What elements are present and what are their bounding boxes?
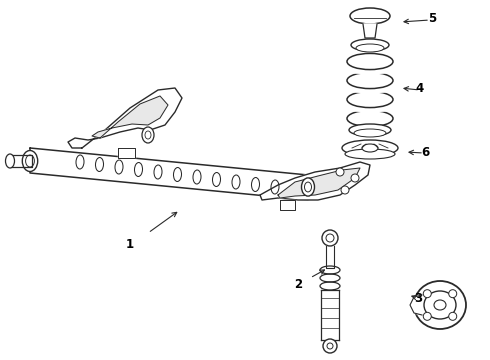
Ellipse shape [96,158,103,171]
Ellipse shape [301,178,315,196]
Circle shape [449,290,457,298]
Circle shape [423,290,431,298]
Circle shape [449,312,457,320]
Ellipse shape [349,124,391,136]
Ellipse shape [142,127,154,143]
Polygon shape [321,290,339,340]
Polygon shape [410,295,422,315]
Polygon shape [68,88,182,148]
Polygon shape [260,162,370,200]
Ellipse shape [76,155,84,169]
Ellipse shape [232,175,240,189]
Ellipse shape [115,160,123,174]
Circle shape [326,234,334,242]
Ellipse shape [356,44,384,52]
Text: 6: 6 [421,147,429,159]
Ellipse shape [345,149,395,159]
Circle shape [423,312,431,320]
Ellipse shape [351,39,389,51]
Ellipse shape [346,106,394,112]
Ellipse shape [346,68,394,74]
Text: 2: 2 [294,278,302,291]
Polygon shape [326,246,334,268]
Ellipse shape [346,87,394,93]
Ellipse shape [342,140,398,156]
Ellipse shape [271,180,279,194]
Ellipse shape [362,144,378,152]
Ellipse shape [173,167,181,181]
Circle shape [327,343,333,349]
Polygon shape [363,24,377,38]
Ellipse shape [424,291,456,319]
Circle shape [322,230,338,246]
Polygon shape [10,155,32,167]
Ellipse shape [434,300,446,310]
Text: 4: 4 [416,81,424,94]
Circle shape [323,339,337,353]
Polygon shape [280,200,295,210]
Ellipse shape [350,8,390,24]
Ellipse shape [354,129,386,137]
Ellipse shape [154,165,162,179]
Ellipse shape [134,162,143,176]
Text: 5: 5 [428,12,436,24]
Ellipse shape [145,131,151,139]
Polygon shape [92,96,168,138]
Text: 1: 1 [126,238,134,252]
Polygon shape [118,148,135,158]
Ellipse shape [25,155,34,167]
Circle shape [341,186,349,194]
Polygon shape [30,148,308,200]
Ellipse shape [193,170,201,184]
Ellipse shape [23,150,38,171]
Ellipse shape [304,182,312,192]
Circle shape [336,168,344,176]
Ellipse shape [414,281,466,329]
Ellipse shape [5,154,15,168]
Ellipse shape [213,172,220,186]
Polygon shape [278,168,360,198]
Text: 3: 3 [414,292,422,305]
Ellipse shape [251,177,260,192]
Circle shape [351,174,359,182]
